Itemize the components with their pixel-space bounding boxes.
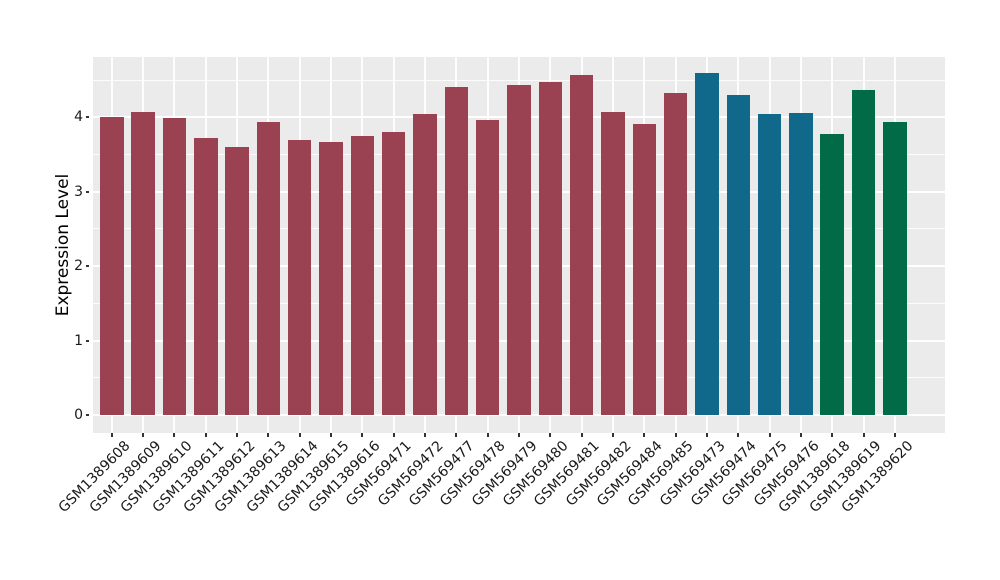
bar-GSM569473 [695,73,719,416]
bar-GSM569485 [663,92,688,416]
bar-GSM569479 [507,84,531,416]
bar-GSM1389616 [350,135,375,416]
y-tick [86,116,89,119]
x-tick [737,433,740,437]
bar-GSM1389620 [883,121,907,416]
bar-GSM569475 [757,114,782,416]
bar-GSM569472 [413,113,437,416]
bar-GSM569482 [601,112,625,416]
y-tick [86,414,89,417]
bar-GSM569480 [538,81,563,416]
x-tick [267,433,270,437]
bar-GSM569481 [569,74,594,416]
bar-GSM569484 [632,124,657,416]
x-tick [705,433,708,437]
x-tick [142,433,145,437]
x-tick [424,433,427,437]
x-tick [893,433,896,437]
bar-GSM569476 [789,112,813,416]
x-tick [236,433,239,437]
bar-GSM569474 [726,94,750,416]
y-tick [86,339,89,342]
plot-panel [93,57,945,433]
x-tick [204,433,207,437]
y-tick-label: 4 [74,109,83,126]
y-tick [86,190,89,193]
x-tick [455,433,458,437]
x-tick [549,433,552,437]
bar-GSM1389608 [100,117,124,416]
bar-GSM1389610 [162,118,187,416]
y-tick-label: 3 [74,183,83,200]
x-tick [580,433,583,437]
x-tick [674,433,677,437]
x-tick [611,433,614,437]
x-tick [643,433,646,437]
bar-GSM1389609 [131,112,155,416]
x-tick [486,433,489,437]
x-tick [831,433,834,437]
bar-GSM569477 [444,86,469,416]
x-tick [392,433,395,437]
bar-GSM1389619 [851,89,876,416]
y-tick-label: 1 [74,332,83,349]
bar-GSM1389615 [319,141,343,416]
x-tick [173,433,176,437]
y-tick-label: 0 [74,407,83,424]
y-tick [86,265,89,268]
bar-GSM1389618 [820,133,844,416]
y-tick-label: 2 [74,258,83,275]
bar-GSM1389611 [194,138,218,416]
bar-GSM1389612 [225,147,249,416]
x-tick [298,433,301,437]
x-tick [330,433,333,437]
bar-GSM1389614 [287,139,312,416]
bar-GSM569471 [381,132,406,416]
x-tick [518,433,520,437]
x-tick [361,433,364,437]
x-tick [768,433,771,437]
x-tick [862,433,865,437]
x-tick [110,433,113,437]
bar-GSM569478 [475,120,500,416]
bar-GSM1389613 [256,121,281,416]
x-tick [799,433,802,437]
